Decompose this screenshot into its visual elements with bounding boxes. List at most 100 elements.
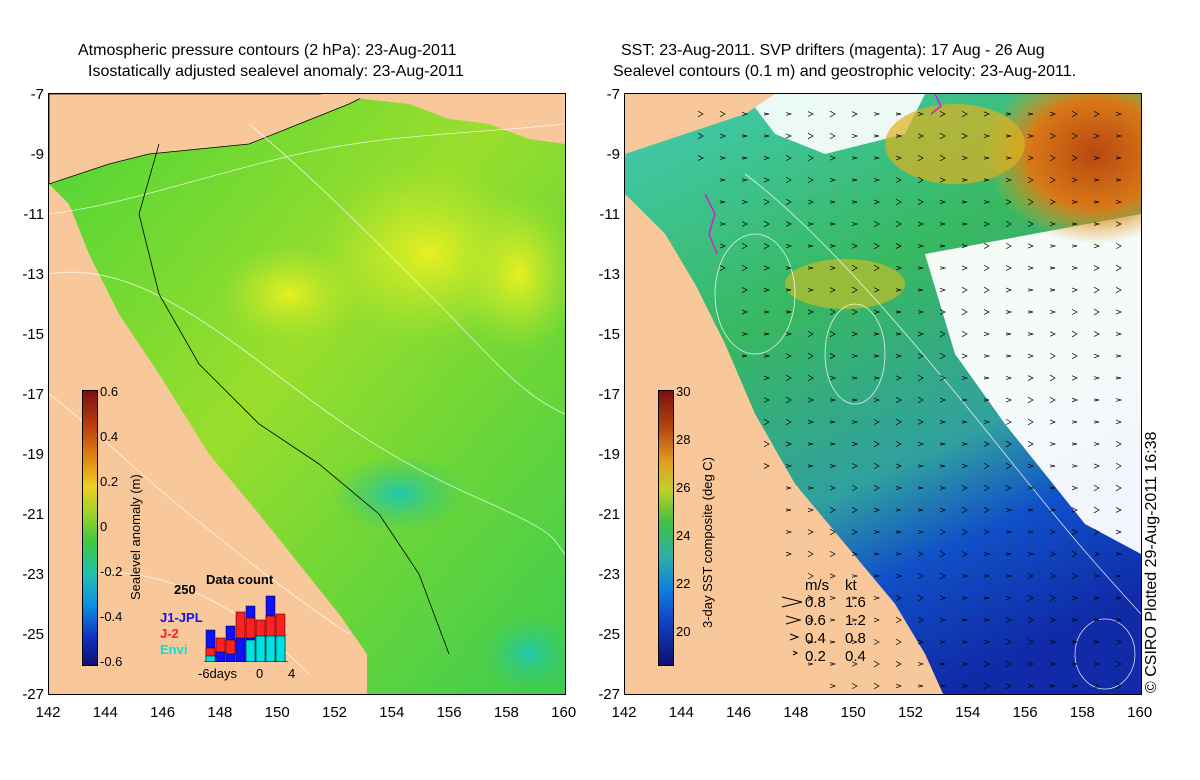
lat-tick: -23 — [22, 566, 44, 583]
velocity-arrow — [873, 332, 880, 336]
lat-tick: -13 — [22, 266, 44, 283]
velocity-arrow — [961, 485, 968, 491]
lon-tick: 156 — [436, 704, 462, 721]
velocity-arrow — [1093, 133, 1100, 139]
velocity-arrow — [917, 288, 924, 292]
velocity-arrow — [807, 374, 814, 382]
velocity-arrow — [1005, 638, 1012, 646]
velocity-arrow — [983, 354, 991, 358]
velocity-arrow — [807, 132, 814, 140]
velocity-arrow — [1027, 332, 1035, 336]
velocity-arrow — [983, 286, 990, 294]
lon-tick: 154 — [379, 704, 405, 721]
velocity-arrow — [961, 463, 968, 469]
velocity-arrow — [1093, 551, 1100, 557]
velocity-arrow — [785, 441, 792, 447]
lon-tick: 142 — [611, 704, 637, 721]
velocity-arrow — [1071, 397, 1079, 403]
lon-tick: 148 — [783, 704, 809, 721]
sst-cbar-tick-3: 24 — [676, 528, 691, 543]
velocity-arrow — [983, 376, 990, 380]
velocity-arrow — [1027, 155, 1034, 161]
velocity-arrow — [785, 133, 792, 139]
legend-j2: J-2 — [160, 626, 179, 641]
velocity-arrow — [983, 243, 990, 249]
velocity-arrow — [1115, 264, 1122, 272]
velocity-arrow — [1093, 200, 1100, 204]
velocity-arrow — [873, 617, 880, 623]
velocity-arrow — [939, 111, 946, 117]
velocity-arrow — [741, 309, 748, 315]
velocity-arrow — [1115, 376, 1122, 380]
lat-tick: -23 — [598, 566, 620, 583]
velocity-arrow — [1049, 133, 1056, 139]
velocity-arrow — [917, 486, 924, 490]
lon-tick: 152 — [321, 704, 348, 721]
lat-tick: -9 — [606, 146, 620, 163]
lat-tick: -15 — [598, 326, 620, 343]
velocity-arrow — [939, 617, 947, 623]
velocity-arrow — [895, 354, 903, 358]
velocity-arrow — [829, 442, 836, 446]
velocity-arrow — [741, 156, 748, 160]
velocity-arrow — [1071, 464, 1079, 468]
velocity-arrow — [1027, 441, 1034, 447]
velocity-arrow — [807, 617, 814, 623]
sla-cbar-label: Sealevel anomaly (m) — [128, 474, 143, 600]
velocity-arrow — [1005, 660, 1012, 668]
velocity-arrow — [1093, 265, 1100, 271]
velocity-arrow — [785, 331, 793, 337]
velocity-arrow — [873, 639, 880, 645]
velocity-arrow — [873, 660, 880, 668]
velocity-arrow — [785, 464, 793, 468]
velocity-arrow — [917, 331, 924, 337]
sla-cbar-tick-0: 0.6 — [100, 384, 119, 399]
velocity-arrow — [1049, 397, 1056, 403]
velocity-arrow — [1049, 221, 1057, 227]
velocity-arrow — [1093, 528, 1100, 536]
velocity-arrow — [939, 132, 946, 140]
velocity-arrow — [873, 552, 880, 556]
velocity-arrow — [851, 618, 858, 622]
velocity-arrow — [807, 464, 814, 468]
velocity-arrow — [851, 221, 859, 227]
vel-row-3-kt: 0.4 — [845, 648, 866, 665]
velocity-arrow — [829, 222, 836, 226]
velocity-arrow — [1049, 662, 1057, 666]
lon-tick: 150 — [840, 704, 866, 721]
velocity-arrow — [807, 662, 814, 666]
velocity-arrow — [873, 419, 880, 425]
velocity-arrow — [829, 353, 836, 359]
velocity-arrow — [983, 507, 990, 513]
velocity-arrow — [851, 133, 859, 139]
velocity-arrow — [1027, 486, 1035, 490]
velocity-arrow — [983, 462, 990, 470]
velocity-arrow — [873, 242, 880, 250]
velocity-arrow — [939, 442, 946, 446]
cloud-mask — [925, 214, 1141, 554]
velocity-arrow — [1115, 441, 1122, 447]
sst-cbar-tick-0: 30 — [676, 384, 691, 399]
velocity-arrow — [1027, 198, 1034, 206]
velocity-arrow — [961, 178, 969, 182]
velocity-arrow — [785, 396, 792, 404]
velocity-arrow — [917, 111, 925, 117]
velocity-arrow — [1049, 684, 1056, 688]
sst-cbar-tick-5: 20 — [676, 624, 691, 639]
velocity-arrow — [895, 220, 902, 228]
velocity-arrow — [719, 200, 726, 204]
velocity-arrow — [1049, 199, 1056, 205]
velocity-arrow — [1071, 287, 1078, 293]
velocity-arrow — [1049, 572, 1056, 580]
right-title-line1: SST: 23-Aug-2011. SVP drifters (magenta)… — [621, 42, 1045, 59]
velocity-arrow — [1093, 286, 1100, 294]
velocity-arrow — [1049, 594, 1056, 602]
velocity-arrow — [763, 463, 770, 469]
velocity-arrow — [917, 396, 924, 404]
velocity-arrow — [895, 661, 902, 667]
velocity-arrow — [1027, 220, 1034, 228]
velocity-arrow — [873, 462, 880, 470]
velocity-arrow — [1115, 178, 1122, 182]
velocity-arrow — [939, 287, 947, 293]
velocity-arrow — [983, 484, 990, 492]
